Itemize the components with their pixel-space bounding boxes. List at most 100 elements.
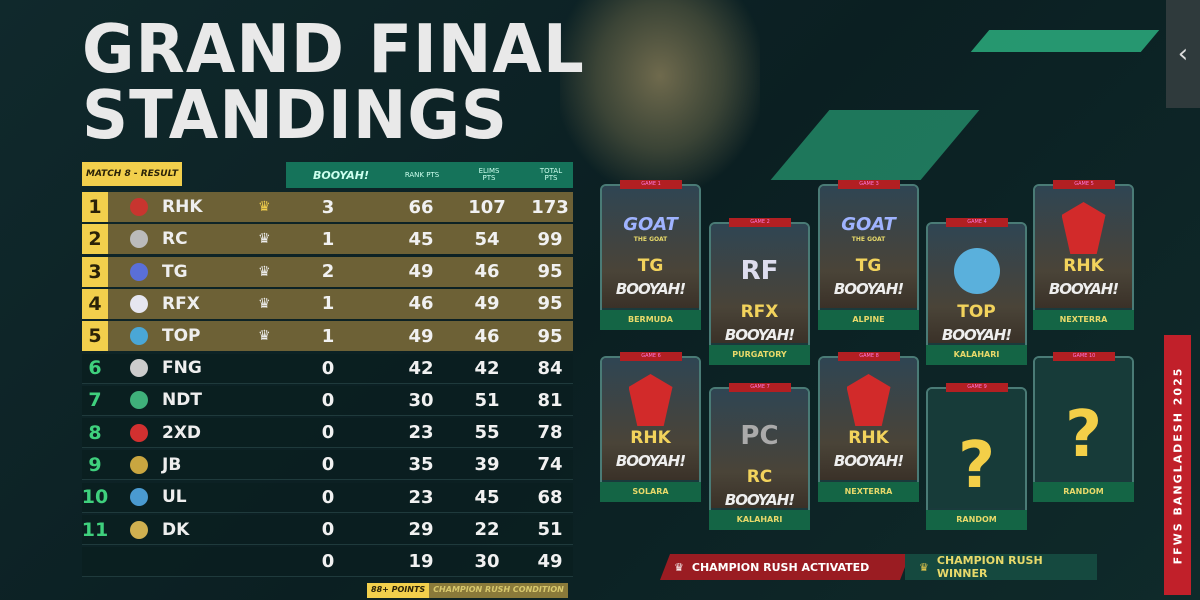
unknown-winner: ? — [1064, 398, 1103, 472]
decor-stripe — [970, 30, 1160, 52]
game-card: GAME 6 RHK BOOYAH! SOLARA — [600, 352, 701, 502]
winner-team: RHK — [630, 428, 671, 448]
team-name: DK — [162, 519, 190, 540]
panel-toggle-button[interactable]: ‹ — [1166, 0, 1200, 108]
team-logo: GOAT — [841, 214, 896, 235]
table-row: 10 UL 0 23 45 68 — [82, 482, 573, 513]
booyah-count: 0 — [321, 422, 335, 444]
table-row: 3 TG ♛ 2 49 46 95 — [82, 256, 573, 287]
team-logo — [953, 248, 1000, 294]
map-name: KALAHARI — [709, 510, 810, 530]
unknown-winner: ? — [957, 429, 996, 503]
map-name: RANDOM — [926, 510, 1027, 530]
winner-team: RFX — [740, 302, 779, 322]
game-number: GAME 8 — [838, 352, 900, 361]
total-pts: 78 — [537, 422, 563, 444]
team-logo — [130, 327, 148, 346]
team-name: JB — [162, 454, 182, 475]
total-pts: 173 — [531, 196, 569, 218]
character-art — [560, 0, 760, 190]
rank: 9 — [88, 453, 102, 476]
team-logo: GOAT — [623, 214, 678, 235]
game-card: GAME 9? RANDOM — [926, 383, 1027, 530]
winner-team: RHK — [848, 428, 889, 448]
total-pts: 74 — [537, 454, 563, 476]
crown-icon: ♛ — [258, 231, 271, 248]
team-name: FNG — [162, 358, 202, 378]
legend-winner-label: CHAMPION RUSH WINNER — [936, 554, 1043, 580]
rank: 3 — [82, 256, 108, 287]
total-pts: 95 — [537, 325, 563, 347]
booyah-label: BOOYAH! — [833, 280, 904, 298]
card-image — [1035, 358, 1132, 480]
table-row: 8 2XD 0 23 55 78 — [82, 418, 573, 449]
card-image — [820, 186, 917, 308]
team-logo — [130, 488, 148, 507]
event-banner: FFWS BANGLADESH 2025 — [1164, 335, 1191, 595]
map-name: RANDOM — [1033, 482, 1134, 502]
elims-pts: 46 — [474, 261, 500, 283]
booyah-label: BOOYAH! — [615, 280, 686, 298]
team-name: UL — [162, 487, 187, 508]
team-logo — [130, 423, 148, 442]
card-image — [711, 389, 808, 508]
booyah-label: BOOYAH! — [724, 326, 795, 344]
card-image — [928, 389, 1025, 508]
booyah-count: 0 — [321, 519, 335, 540]
game-number: GAME 7 — [729, 383, 791, 392]
winner-team: TG — [855, 256, 882, 276]
rank: 4 — [82, 288, 108, 319]
team-logo: PC — [740, 421, 779, 451]
total-pts: 99 — [537, 228, 563, 250]
crown-icon: ♛ — [258, 295, 271, 312]
team-logo — [130, 391, 148, 410]
game-card: GAME 1 GOAT THE GOAT TG BOOYAH! BERMUDA — [600, 180, 701, 330]
elims-pts: 55 — [474, 422, 500, 444]
legend-winner: ♛ CHAMPION RUSH WINNER — [905, 554, 1097, 580]
game-card: GAME 3 GOAT THE GOAT TG BOOYAH! ALPINE — [818, 180, 919, 330]
total-pts: 95 — [537, 261, 563, 283]
booyah-count: 1 — [321, 325, 335, 347]
booyah-count: 0 — [321, 551, 335, 573]
champion-rush-condition: 88+ POINTS CHAMPION RUSH CONDITION — [367, 583, 568, 598]
elims-pts: 22 — [474, 519, 500, 540]
condition-points: 88+ POINTS — [367, 583, 430, 598]
rank: 7 — [88, 389, 102, 412]
team-logo — [130, 262, 148, 281]
game-card: GAME 4 TOP BOOYAH! KALAHARI — [926, 218, 1027, 365]
team-logo — [130, 230, 148, 249]
game-card: GAME 8 RHK BOOYAH! NEXTERRA — [818, 352, 919, 502]
team-logo-sub: THE GOAT — [633, 236, 668, 243]
header-rank-pts: RANK PTS — [404, 170, 440, 179]
table-row: 9 JB 0 35 39 74 — [82, 450, 573, 481]
header-total-pts: TOTAL PTS — [539, 167, 563, 182]
total-pts: 49 — [537, 551, 563, 573]
table-row: 4 RFX ♛ 1 46 49 95 — [82, 288, 573, 319]
game-number: GAME 6 — [620, 352, 682, 361]
total-pts: 81 — [537, 389, 563, 411]
table-row: 1 RHK ♛ 3 66 107 173 — [82, 192, 573, 222]
booyah-label: BOOYAH! — [941, 326, 1012, 344]
booyah-count: 0 — [321, 454, 335, 476]
rank-pts: 23 — [408, 486, 434, 508]
match-label: MATCH 8 - RESULT — [82, 162, 182, 186]
legend-activated: ♛ CHAMPION RUSH ACTIVATED — [660, 554, 910, 580]
map-name: KALAHARI — [926, 345, 1027, 365]
crown-icon: ♛ — [919, 560, 929, 574]
team-logo-sub: THE GOAT — [851, 236, 886, 243]
booyah-label: BOOYAH! — [833, 452, 904, 470]
game-number: GAME 2 — [729, 218, 791, 227]
game-number: GAME 5 — [1053, 180, 1115, 189]
header-elims-pts: ELIMS PTS — [478, 167, 500, 182]
booyah-label: BOOYAH! — [724, 491, 795, 509]
rank-pts: 29 — [408, 519, 434, 540]
total-pts: 51 — [537, 519, 563, 540]
table-row: 11 DK 0 29 22 51 — [82, 515, 573, 545]
card-image — [711, 224, 808, 343]
elims-pts: 45 — [474, 486, 500, 508]
elims-pts: 107 — [468, 196, 506, 218]
rank-pts: 49 — [408, 325, 434, 347]
card-image — [602, 186, 699, 308]
rank-pts: 19 — [408, 551, 434, 573]
rank-pts: 30 — [408, 389, 434, 411]
